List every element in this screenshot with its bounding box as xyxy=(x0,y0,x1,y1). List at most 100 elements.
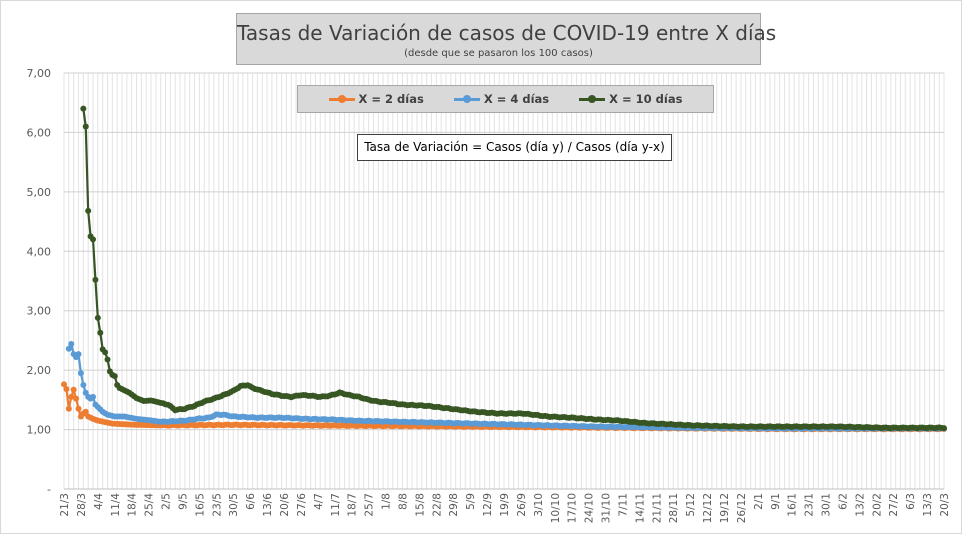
data-point xyxy=(85,207,92,214)
x-tick-label: 23/1 xyxy=(804,493,816,517)
x-tick-label: 21/3 xyxy=(59,493,71,517)
y-tick-label: 2,00 xyxy=(27,364,52,377)
data-point xyxy=(102,349,109,356)
data-point xyxy=(61,381,67,388)
x-tick-label: 16/5 xyxy=(194,493,206,517)
x-tick-label: 25/4 xyxy=(144,493,156,517)
x-tick-label: 6/6 xyxy=(245,493,257,510)
x-tick-label: 6/3 xyxy=(905,493,917,510)
data-point xyxy=(941,425,947,432)
data-point xyxy=(97,329,104,336)
x-axis: 21/3 28/3 4/4 11/4 18/4 25/4 2/5 9/5 16/5 23/5 30/… xyxy=(59,488,951,523)
data-point xyxy=(65,405,72,412)
x-tick-label: 19/12 xyxy=(719,493,731,523)
title-box: Tasas de Variación de casos de COVID-19 … xyxy=(236,13,777,65)
x-tick-label: 18/4 xyxy=(127,493,139,517)
x-tick-label: 12/12 xyxy=(702,493,714,523)
data-point xyxy=(104,356,111,363)
x-tick-label: 13/6 xyxy=(262,493,274,517)
chart-subtitle: (desde que se pasaron los 100 casos) xyxy=(404,48,593,59)
data-point xyxy=(82,408,89,415)
data-point xyxy=(92,276,99,283)
chart-title: Tasas de Variación de casos de COVID-19 … xyxy=(237,21,777,45)
x-tick-label: 4/4 xyxy=(93,493,105,510)
y-tick-label: - xyxy=(47,483,51,496)
x-tick-label: 22/8 xyxy=(431,493,443,517)
x-tick-label: 14/11 xyxy=(634,493,646,523)
x-tick-label: 26/9 xyxy=(516,493,528,517)
data-point xyxy=(80,105,87,112)
x-tick-label: 26/12 xyxy=(736,493,748,523)
data-point xyxy=(73,395,80,402)
legend-entry-4-dias: X = 4 días xyxy=(453,92,549,106)
x-tick-label: 31/10 xyxy=(601,493,613,523)
x-tick-label: 18/7 xyxy=(347,493,359,517)
legend-swatch-icon xyxy=(453,94,480,104)
x-tick-label: 28/11 xyxy=(668,493,680,523)
x-tick-label: 5/12 xyxy=(685,493,697,517)
x-tick-label: 10/10 xyxy=(550,493,562,523)
data-point xyxy=(77,370,84,377)
x-tick-label: 4/7 xyxy=(313,493,325,510)
data-point xyxy=(90,393,97,400)
y-tick-label: 4,00 xyxy=(27,245,52,258)
series-layer xyxy=(61,105,947,433)
x-tick-label: 16/1 xyxy=(787,493,799,517)
legend: X = 2 días X = 4 días X = 10 días xyxy=(297,85,714,113)
data-point xyxy=(68,393,75,400)
x-tick-label: 13/3 xyxy=(922,493,934,517)
data-point xyxy=(63,386,70,393)
x-tick-label: 2/1 xyxy=(753,493,765,510)
x-tick-label: 8/8 xyxy=(397,493,409,510)
y-tick-label: 7,00 xyxy=(27,67,52,80)
y-tick-label: 1,00 xyxy=(27,424,52,437)
data-point xyxy=(70,386,77,393)
data-point xyxy=(65,345,72,352)
data-point xyxy=(68,340,75,347)
x-tick-label: 11/4 xyxy=(110,493,122,517)
x-tick-label: 30/5 xyxy=(228,493,240,517)
data-point xyxy=(75,405,82,412)
data-point xyxy=(82,123,89,130)
x-tick-label: 20/6 xyxy=(279,493,291,517)
legend-label: X = 10 días xyxy=(609,92,683,106)
x-tick-label: 15/8 xyxy=(414,493,426,517)
y-tick-label: 5,00 xyxy=(27,186,52,199)
x-tick-label: 13/2 xyxy=(854,493,866,517)
x-tick-label: 11/7 xyxy=(330,493,342,517)
x-tick-label: 2/5 xyxy=(161,493,173,510)
x-tick-label: 30/1 xyxy=(821,493,833,517)
x-tick-label: 20/3 xyxy=(939,493,951,517)
x-tick-label: 27/6 xyxy=(296,493,308,517)
legend-swatch-icon xyxy=(328,94,355,104)
y-axis: - 1,00 2,00 3,00 4,00 5,00 6,00 7,00 xyxy=(27,67,52,496)
data-point xyxy=(111,373,118,380)
x-tick-label: 21/11 xyxy=(651,493,663,523)
y-tick-label: 3,00 xyxy=(27,305,52,318)
x-tick-label: 9/1 xyxy=(770,493,782,510)
y-tick-label: 6,00 xyxy=(27,126,52,139)
legend-swatch-icon xyxy=(579,94,606,104)
legend-label: X = 2 días xyxy=(358,92,424,106)
x-tick-label: 19/9 xyxy=(499,493,511,517)
data-point xyxy=(75,351,82,358)
x-tick-label: 6/2 xyxy=(837,493,849,510)
x-tick-label: 7/11 xyxy=(617,493,629,517)
legend-entry-2-dias: X = 2 días xyxy=(328,92,424,106)
x-tick-label: 24/10 xyxy=(584,493,596,523)
x-tick-label: 1/8 xyxy=(381,493,393,510)
series-2 xyxy=(80,105,947,432)
x-tick-label: 17/10 xyxy=(567,493,579,523)
x-tick-label: 5/9 xyxy=(465,493,477,510)
series-1 xyxy=(65,340,947,432)
data-point xyxy=(80,382,87,388)
formula-annotation: Tasa de Variación = Casos (día y) / Caso… xyxy=(357,134,672,161)
x-tick-label: 27/2 xyxy=(888,493,900,517)
x-tick-label: 12/9 xyxy=(482,493,494,517)
data-point xyxy=(90,236,97,243)
x-tick-label: 9/5 xyxy=(177,493,189,510)
x-tick-label: 25/7 xyxy=(364,493,376,517)
legend-entry-10-dias: X = 10 días xyxy=(579,92,682,106)
